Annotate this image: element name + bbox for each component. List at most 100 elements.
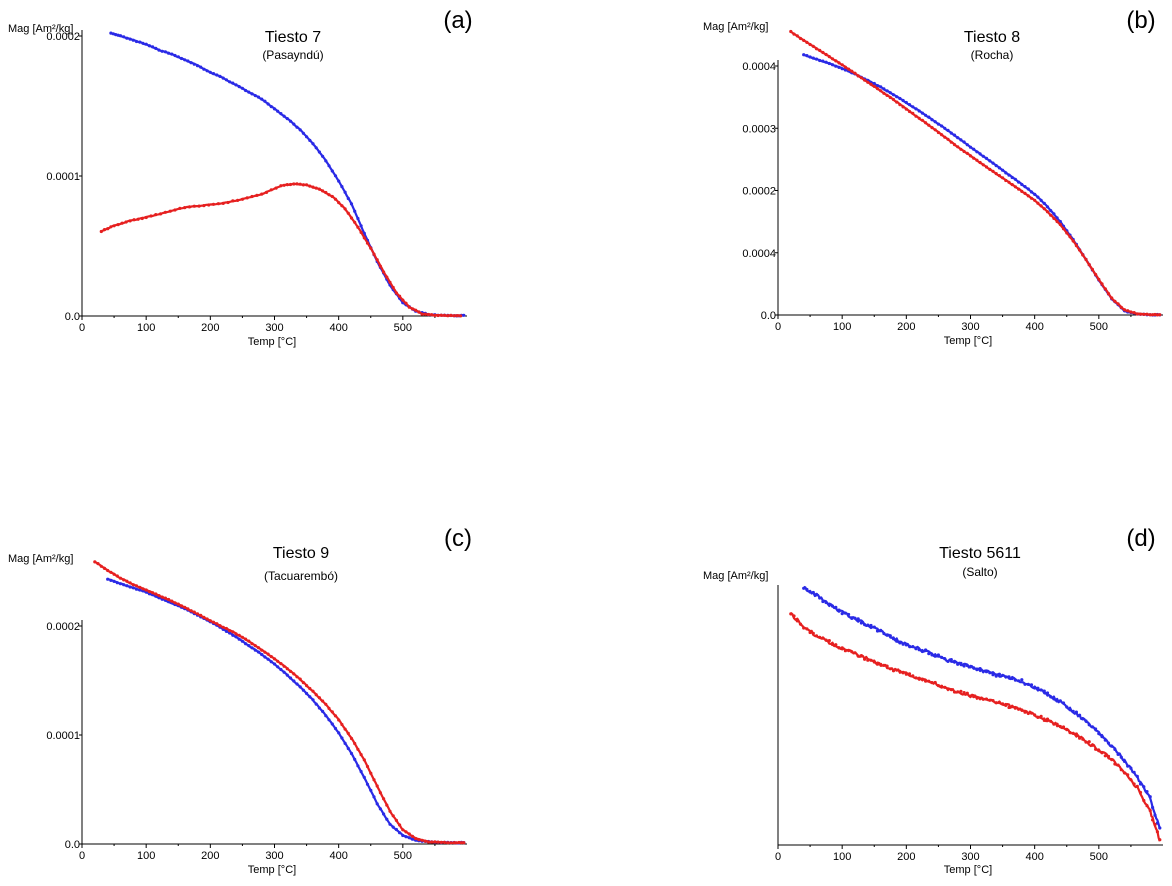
data-point-heating	[109, 31, 113, 35]
data-point-heating	[337, 179, 341, 183]
data-point-heating	[927, 652, 931, 656]
data-point-cooling	[321, 189, 325, 193]
data-point-cooling	[256, 646, 261, 650]
data-point-heating	[353, 209, 357, 213]
data-point-cooling	[1087, 263, 1091, 267]
data-point-heating	[936, 653, 941, 657]
data-point-heating	[994, 164, 998, 168]
panel-title: Tiesto 7	[265, 29, 321, 46]
data-point-cooling	[856, 654, 860, 658]
data-point-cooling	[904, 672, 908, 676]
data-point-heating	[1017, 679, 1021, 683]
data-point-heating	[1106, 741, 1111, 745]
data-point-cooling	[228, 629, 232, 633]
data-point-heating	[114, 33, 118, 37]
data-point-cooling	[1068, 235, 1072, 239]
data-point-heating	[859, 621, 864, 625]
data-point-heating	[106, 577, 110, 581]
data-point-heating	[1090, 725, 1094, 729]
data-point-heating	[1100, 735, 1104, 739]
data-point-heating	[933, 120, 937, 124]
data-point-cooling	[875, 662, 880, 666]
data-point-cooling	[1103, 754, 1107, 758]
data-point-cooling	[218, 624, 222, 628]
data-point-cooling	[102, 228, 107, 232]
data-point-cooling	[356, 225, 360, 229]
data-point-cooling	[1113, 299, 1117, 303]
data-point-cooling	[811, 631, 815, 636]
data-point-heating	[462, 313, 466, 317]
data-point-heating	[898, 96, 902, 101]
data-point-cooling	[131, 583, 135, 587]
data-point-heating	[988, 159, 992, 163]
data-point-heating	[138, 40, 142, 44]
data-point-heating	[1045, 691, 1050, 695]
data-point-cooling	[1036, 201, 1040, 205]
data-point-heating	[330, 169, 334, 173]
data-point-heating	[1081, 717, 1085, 721]
panel-c: 0 100 200 300 400 500 0.0 0.0001 0.0002 Mag [Am²/…	[8, 525, 472, 876]
data-point-heating	[115, 581, 119, 585]
data-point-heating	[237, 637, 241, 641]
data-point-cooling	[792, 614, 796, 618]
data-point-heating	[879, 628, 883, 632]
data-point-cooling	[882, 663, 886, 668]
data-point-heating	[1110, 744, 1114, 748]
data-point-cooling	[288, 669, 293, 674]
data-point-heating	[269, 105, 273, 109]
data-point-cooling	[1135, 312, 1139, 316]
data-point-cooling	[879, 89, 883, 93]
x-tick-label: 0	[775, 321, 781, 333]
data-point-cooling	[1071, 731, 1075, 736]
data-point-heating	[276, 109, 280, 113]
data-point-cooling	[917, 116, 921, 120]
data-point-cooling	[340, 204, 344, 208]
data-point-heating	[279, 667, 283, 672]
data-point-cooling	[1017, 707, 1021, 711]
data-point-cooling	[417, 838, 421, 842]
data-point-heating	[122, 583, 126, 587]
data-point-cooling	[997, 174, 1002, 178]
data-point-heating	[154, 46, 158, 51]
data-point-cooling	[1087, 740, 1091, 744]
data-point-cooling	[340, 722, 344, 727]
data-point-heating	[202, 67, 206, 71]
data-point-heating	[407, 836, 411, 840]
data-point-cooling	[972, 156, 976, 160]
data-point-heating	[1026, 187, 1030, 191]
data-point-cooling	[1068, 730, 1072, 735]
data-point-cooling	[920, 677, 925, 681]
data-point-cooling	[167, 597, 171, 602]
data-point-heating	[1029, 683, 1034, 687]
data-point-heating	[940, 655, 944, 660]
data-point-cooling	[1110, 296, 1114, 300]
data-point-heating	[949, 658, 953, 662]
data-point-cooling	[811, 44, 815, 48]
data-point-heating	[1026, 682, 1030, 687]
y-tick-label: 0.0002	[46, 621, 80, 633]
data-point-cooling	[869, 82, 873, 86]
data-point-heating	[244, 88, 248, 93]
y-axis-label: Mag [Am²/kg]	[8, 23, 73, 35]
data-point-heating	[1097, 732, 1101, 736]
data-point-heating	[385, 817, 389, 821]
data-point-heating	[1126, 764, 1130, 768]
panel-label: (b)	[1126, 7, 1155, 34]
x-tick-label: 100	[137, 322, 155, 334]
data-point-heating	[356, 216, 360, 221]
data-point-heating	[1055, 216, 1059, 220]
data-point-cooling	[132, 218, 136, 222]
data-point-cooling	[1058, 222, 1062, 227]
y-tick-label: 0.0	[65, 311, 80, 323]
data-point-heating	[1052, 212, 1056, 216]
data-point-heating	[1049, 695, 1053, 699]
data-point-heating	[930, 653, 934, 657]
data-point-cooling	[1013, 706, 1018, 710]
data-point-heating	[1058, 699, 1062, 703]
data-point-heating	[305, 691, 309, 696]
data-point-cooling	[853, 71, 857, 75]
data-point-cooling	[197, 204, 201, 208]
data-point-cooling	[240, 635, 244, 639]
data-point-cooling	[1055, 722, 1059, 726]
data-point-heating	[975, 150, 979, 154]
